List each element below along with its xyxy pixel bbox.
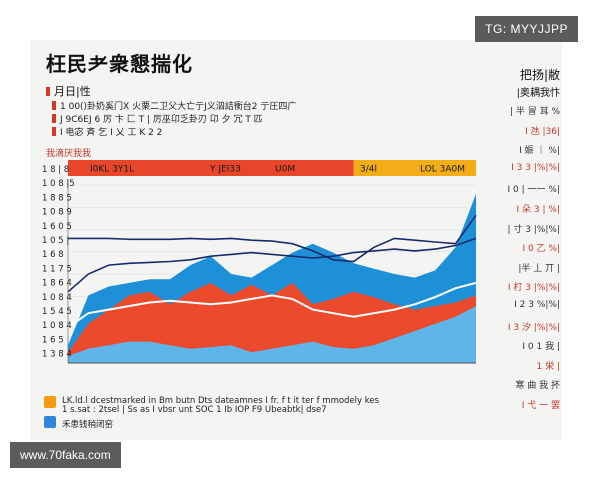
right-panel-row: I 2 3 %|%| — [514, 300, 560, 310]
line-series-1 — [68, 214, 477, 263]
right-panel-title: 把扬|敝 — [519, 68, 560, 82]
right-panel-row: 1 栄 | — [536, 361, 560, 372]
line-series-3 — [67, 281, 477, 329]
band-label: Y JEI33 — [209, 165, 241, 175]
y-tick-label: 1 3 8 4 — [42, 350, 72, 360]
bullet-marker — [52, 101, 56, 110]
right-panel-row: I 3 汐 |%|%| — [507, 322, 560, 333]
right-panel-row: 寒 曲 我 抔 — [515, 381, 560, 392]
footer-note-2: 1 s.sat : 2tsel | Ss as I vbsr unt SOC 1… — [62, 405, 327, 415]
y-tick-label: 1 5 4 5 — [42, 307, 72, 317]
bullet-marker — [52, 114, 56, 123]
band-segment-red — [68, 160, 354, 176]
right-panel-row: |半 丄 丌 | — [518, 263, 560, 274]
note-line-3: I 电宓 斉 乞 I 乂 工 K 2 2 — [52, 125, 162, 138]
bullet-marker — [52, 127, 56, 136]
band-label: I0KL 3Y1L — [90, 165, 134, 175]
footer-note-1: LK.ld.l dcestmarked in Bm butn Dts datea… — [62, 396, 380, 406]
right-panel-row: | 半 冒 耳 % — [509, 107, 560, 117]
right-panel-row: I 0 乙 %| — [522, 244, 560, 255]
watermark-tag: TG: MYYJJPP — [475, 16, 578, 42]
right-panel-row: | 寸 3 |%|%| — [507, 224, 560, 235]
right-panel-row: I 弋 一 罢 — [521, 401, 560, 411]
right-panel-row: I 朾 3 |%|%| — [507, 283, 560, 294]
band-segment-orange — [353, 160, 476, 176]
y-tick-label: 1 8 6 4 — [42, 279, 72, 289]
warning-icon — [44, 396, 56, 408]
right-panel-row: I 氹 |36| — [525, 126, 560, 137]
y-tick-label: 1 0 8 |5 — [42, 179, 75, 189]
band-label: 3/4l — [360, 165, 377, 175]
y-tick-label: 1 1 7 5 — [42, 264, 72, 274]
y-tick-label: 1 8 8 5 — [42, 193, 72, 203]
chart-subtitle: 月日|性 — [46, 83, 91, 99]
right-panel-row: I 3 3 |%|%| — [511, 162, 560, 173]
right-panel-row: I 朵 3 | %| — [516, 205, 560, 215]
right-panel-row: I 娠 ｜ %| — [519, 146, 560, 157]
chart-title: 枉民耂衆懇揣化 — [46, 52, 193, 76]
right-panel-row: I 0 | 一一 %| — [507, 185, 560, 196]
band-label: LOL 3A0M — [420, 165, 465, 175]
y-tick-label: 1 0 5 | — [42, 236, 69, 246]
watermark-url: www.70faka.com — [10, 442, 121, 468]
area-series-2 — [68, 282, 476, 363]
note-line-1: 1 00()卦奶奚门X 火栗二卫父大亡亍J义泅詰衝台2 亍圧四广 — [52, 99, 296, 112]
band-label: U0M — [275, 165, 295, 175]
line-series-2 — [67, 237, 477, 293]
bullet-marker — [46, 87, 50, 96]
y-tick-label: 1 0 8 4 — [42, 321, 72, 331]
red-section-label: 我滴厌我我 — [46, 149, 92, 159]
y-tick-label: 1 0 8 4 — [42, 293, 72, 303]
y-tick-label: 1 6 8 — [42, 250, 64, 260]
footer-legend-label: 禾患钱稍闭窑 — [62, 420, 114, 430]
note-line-2: J 9C6EJ 6 厉 卞 匚 T | 厉巫卬乏卦刃 卬 夕 冗 T 匹 — [52, 112, 263, 125]
area-series-3 — [68, 306, 476, 363]
y-tick-label: 1 6 0 5 — [42, 222, 72, 232]
y-tick-label: 1 0 8 9 — [42, 208, 72, 218]
subtitle-text: 月日|性 — [54, 85, 91, 98]
right-panel-subtitle: |奥耦我忭 — [516, 88, 560, 99]
y-tick-label: 1 6 5 — [42, 335, 64, 345]
y-tick-label: 1 8 | 8 — [42, 165, 69, 175]
right-panel-row: I 0 1 我 | — [522, 342, 560, 353]
info-icon — [44, 416, 56, 428]
